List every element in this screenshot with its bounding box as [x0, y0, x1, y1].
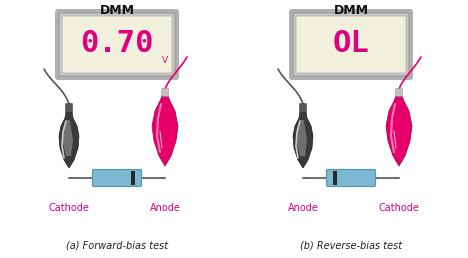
Text: DMM: DMM	[100, 4, 134, 18]
FancyBboxPatch shape	[55, 9, 179, 80]
FancyBboxPatch shape	[59, 13, 175, 76]
Text: Cathode: Cathode	[49, 203, 89, 213]
FancyBboxPatch shape	[293, 13, 409, 76]
Polygon shape	[152, 96, 178, 166]
FancyBboxPatch shape	[300, 103, 307, 112]
Text: DMM: DMM	[334, 4, 368, 18]
Text: 0.70: 0.70	[80, 29, 154, 58]
Polygon shape	[386, 96, 412, 166]
Polygon shape	[296, 120, 307, 156]
FancyBboxPatch shape	[62, 16, 172, 73]
FancyBboxPatch shape	[93, 170, 141, 187]
FancyBboxPatch shape	[369, 171, 374, 185]
FancyBboxPatch shape	[94, 171, 99, 185]
Text: Anode: Anode	[287, 203, 318, 213]
FancyBboxPatch shape	[395, 88, 402, 96]
Text: (a) Forward-bias test: (a) Forward-bias test	[66, 241, 168, 251]
Polygon shape	[293, 112, 313, 168]
Text: Cathode: Cathode	[379, 203, 419, 213]
FancyBboxPatch shape	[135, 171, 140, 185]
Polygon shape	[62, 120, 73, 156]
Text: Anode: Anode	[150, 203, 181, 213]
Text: OL: OL	[333, 29, 369, 58]
Bar	[131, 171, 137, 185]
Text: V: V	[162, 56, 168, 65]
FancyBboxPatch shape	[289, 9, 413, 80]
FancyBboxPatch shape	[328, 171, 333, 185]
Polygon shape	[59, 112, 79, 168]
Text: (b) Reverse-bias test: (b) Reverse-bias test	[300, 241, 402, 251]
FancyBboxPatch shape	[296, 16, 406, 73]
FancyBboxPatch shape	[66, 103, 73, 112]
FancyBboxPatch shape	[161, 88, 168, 96]
Bar	[331, 171, 337, 185]
FancyBboxPatch shape	[327, 170, 375, 187]
